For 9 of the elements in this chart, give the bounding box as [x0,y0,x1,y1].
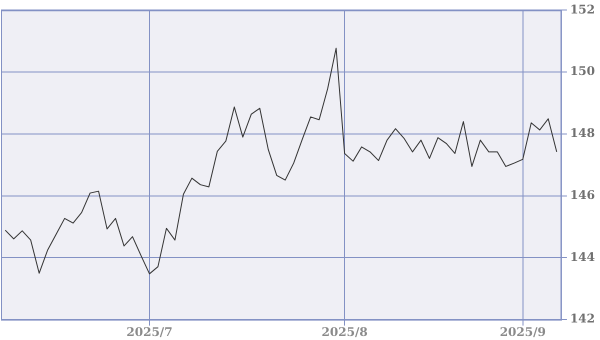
y-tick-label: 146 [570,188,596,202]
x-tick-label: 2025/8 [322,324,368,339]
y-tick-label: 152 [570,2,596,16]
x-tick-label: 2025/9 [500,324,546,339]
y-tick-label: 142 [570,312,596,326]
y-tick-label: 150 [570,64,596,78]
y-tick-label: 148 [570,126,596,140]
y-tick-label: 144 [570,250,596,264]
x-tick-label: 2025/7 [126,324,173,339]
